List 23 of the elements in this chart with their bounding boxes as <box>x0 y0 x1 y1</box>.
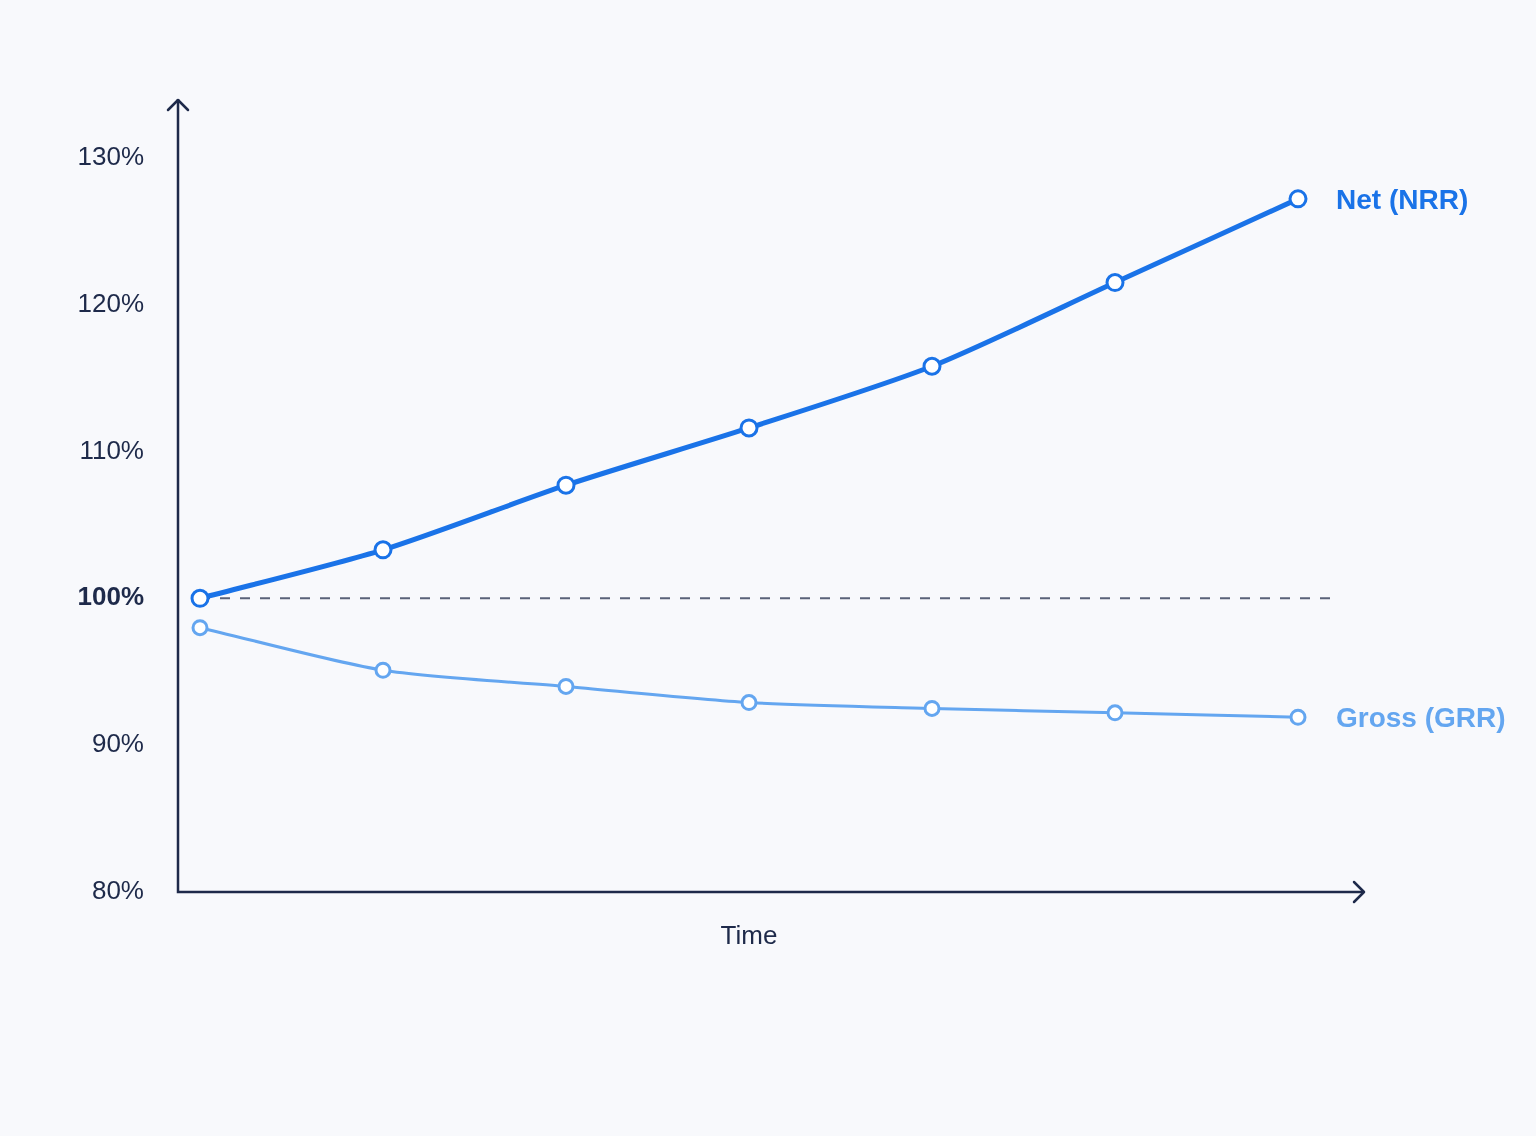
point <box>190 588 210 608</box>
y-tick-label: 130% <box>77 140 144 171</box>
y-tick-label: 120% <box>77 287 144 318</box>
point <box>191 619 209 637</box>
series-label: Gross (GRR) <box>1336 701 1506 733</box>
point <box>739 418 759 438</box>
x-axis-title: Time <box>720 919 778 950</box>
point <box>556 475 576 495</box>
series-label: Net (NRR) <box>1336 183 1469 215</box>
point <box>923 699 941 717</box>
point <box>1105 273 1125 293</box>
point <box>740 694 758 712</box>
point <box>557 677 575 695</box>
y-tick-label: 100% <box>77 581 144 612</box>
point <box>1106 704 1124 722</box>
y-tick-label: 80% <box>91 875 144 906</box>
point <box>374 661 392 679</box>
point <box>1288 189 1308 209</box>
y-tick-label: 110% <box>79 434 144 465</box>
point <box>1289 708 1307 726</box>
point <box>373 540 393 560</box>
point <box>922 356 942 376</box>
y-tick-label: 90% <box>91 728 144 759</box>
